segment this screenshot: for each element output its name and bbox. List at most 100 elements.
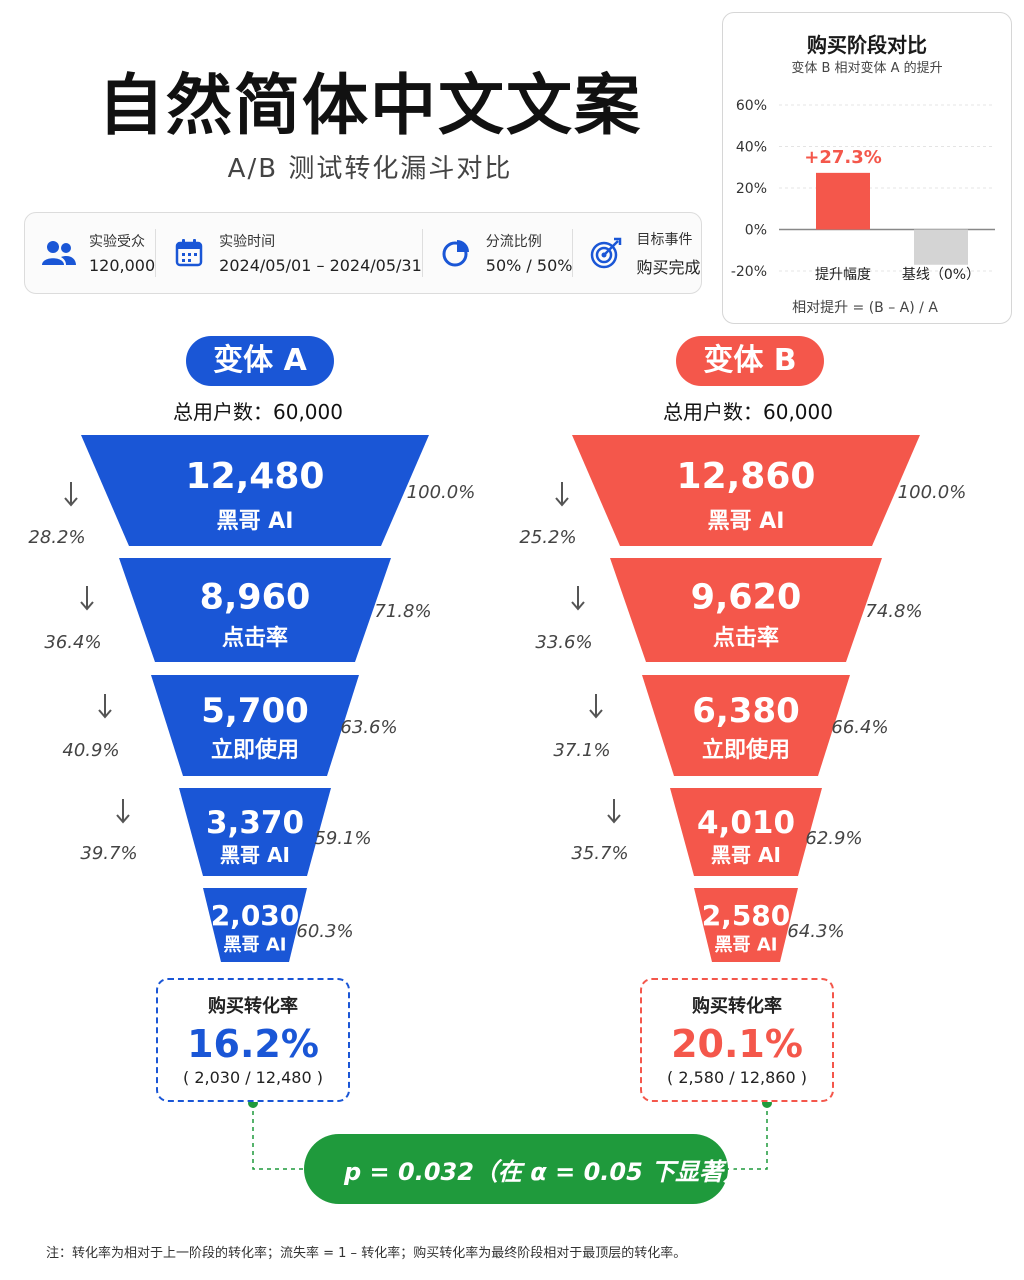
- significance-badge: p = 0.032（在 α = 0.05 下显著）: [304, 1134, 747, 1204]
- lift-chart-title: 购买阶段对比: [807, 33, 927, 57]
- stage-drop-rate: 37.1%: [553, 740, 610, 761]
- stage-label: 立即使用: [702, 737, 790, 763]
- users-icon: [39, 233, 79, 273]
- variant-a-conversion-box: 购买转化率 16.2% ( 2,030 / 12,480 ): [156, 978, 350, 1102]
- funnel-stage: [670, 788, 822, 876]
- x-tick-label: 基线（0%）: [902, 266, 980, 283]
- info-period: 实验时间 2024/05/01 – 2024/05/31: [155, 213, 422, 293]
- calendar-icon: [169, 233, 209, 273]
- down-arrow-icon: [589, 694, 603, 719]
- funnel-stage: [203, 888, 307, 962]
- footnote: 注：转化率为相对于上一阶段的转化率；流失率 = 1 – 转化率；购买转化率为最终…: [46, 1246, 687, 1261]
- info-split: 分流比例 50% / 50%: [421, 213, 573, 293]
- lift-bar: [816, 172, 870, 230]
- stage-value: 2,580: [702, 899, 791, 932]
- stage-label: 立即使用: [211, 737, 299, 763]
- info-label: 目标事件: [636, 231, 693, 248]
- stage-drop-rate: 28.2%: [28, 527, 85, 548]
- stage-step-rate: 63.6%: [340, 717, 397, 738]
- y-tick-label: 0%: [745, 223, 767, 239]
- info-value: 购买完成: [636, 257, 701, 277]
- funnel-stage: [179, 788, 331, 876]
- connector-a: [252, 1103, 304, 1170]
- stage-value: 2,030: [211, 899, 300, 932]
- connector-b: [728, 1103, 768, 1170]
- down-arrow-icon: [80, 586, 94, 611]
- info-audience: 实验受众 120,000: [25, 213, 155, 293]
- stage-value: 5,700: [201, 691, 309, 731]
- funnel-stage: [81, 435, 429, 546]
- page-subtitle: A/B 测试转化漏斗对比: [227, 154, 513, 184]
- conversion-detail: ( 2,030 / 12,480 ): [182, 1068, 323, 1087]
- down-arrow-icon: [116, 799, 130, 824]
- info-value: 2024/05/01 – 2024/05/31: [219, 256, 422, 275]
- stage-value: 9,620: [691, 578, 802, 618]
- funnel-stage: [642, 675, 850, 776]
- stage-value: 12,860: [677, 456, 816, 497]
- stage-drop-rate: 40.9%: [62, 740, 119, 761]
- stage-label: 黑哥 AI: [711, 843, 781, 867]
- pie-chart-icon: [436, 233, 476, 273]
- lift-chart-subtitle: 变体 B 相对变体 A 的提升: [791, 61, 943, 76]
- funnel-stage: [694, 888, 798, 962]
- stage-label: 黑哥 AI: [224, 934, 287, 955]
- stage-drop-rate: 36.4%: [44, 632, 101, 653]
- stage-step-rate: 74.8%: [865, 601, 922, 622]
- stage-step-rate: 71.8%: [374, 601, 431, 622]
- conversion-rate: 20.1%: [671, 1022, 803, 1066]
- stage-label: 点击率: [222, 625, 288, 651]
- y-tick-label: 60%: [736, 98, 767, 114]
- experiment-info-bar: 实验受众 120,000 实验时间 2024/05/01 – 2024/05/3…: [24, 212, 702, 294]
- stage-value: 3,370: [206, 805, 304, 841]
- funnel-stage: [151, 675, 359, 776]
- info-value: 120,000: [89, 256, 156, 275]
- info-value: 50% / 50%: [485, 256, 573, 275]
- lift-chart: 60% 40% 20% 0% -20% +27.3% 提升幅度 基线（0%） 相对提升 = (B…: [731, 98, 995, 316]
- stage-step-rate: 100.0%: [898, 482, 967, 503]
- stage-value: 4,010: [697, 805, 795, 841]
- stage-drop-rate: 25.2%: [519, 527, 576, 548]
- stage-step-rate: 62.9%: [805, 828, 862, 849]
- down-arrow-icon: [571, 586, 585, 611]
- lift-chart-card: 购买阶段对比 变体 B 相对变体 A 的提升 60% 40% 20% 0% -20% +2…: [722, 12, 1012, 324]
- page-title: 自然简体中文文案: [98, 67, 642, 144]
- stage-value: 8,960: [200, 578, 311, 618]
- stage-step-rate: 59.1%: [314, 828, 371, 849]
- stage-value: 12,480: [186, 456, 325, 497]
- stage-label: 黑哥 AI: [217, 509, 294, 534]
- variant-b-conversion-box: 购买转化率 20.1% ( 2,580 / 12,860 ): [640, 978, 834, 1102]
- stage-value: 6,380: [692, 691, 800, 731]
- funnel-stage: [572, 435, 920, 546]
- y-tick-label: 40%: [736, 140, 767, 156]
- stage-label: 黑哥 AI: [220, 843, 290, 867]
- stage-drop-rate: 35.7%: [571, 843, 628, 864]
- variant-b-total-users: 总用户数：60,000: [663, 400, 833, 424]
- stage-step-rate: 64.3%: [787, 921, 844, 942]
- info-label: 分流比例: [485, 234, 542, 250]
- stage-step-rate: 66.4%: [831, 717, 888, 738]
- conversion-detail: ( 2,580 / 12,860 ): [666, 1068, 807, 1087]
- target-icon: [586, 233, 626, 273]
- down-arrow-icon: [64, 482, 78, 507]
- variant-a-badge: 变体 A: [186, 336, 334, 386]
- variant-a-total-users: 总用户数：60,000: [173, 400, 343, 424]
- stage-step-rate: 60.3%: [296, 921, 353, 942]
- funnel-stage: [119, 558, 391, 662]
- x-axis-label: 相对提升 = (B – A) / A: [792, 300, 938, 316]
- bar-value-label: +27.3%: [804, 147, 882, 168]
- funnel-stage: [610, 558, 882, 662]
- conversion-label: 购买转化率: [692, 996, 782, 1017]
- significance-text: p = 0.032（在 α = 0.05 下显著）: [344, 1157, 748, 1186]
- stage-step-rate: 100.0%: [407, 482, 476, 503]
- stage-drop-rate: 33.6%: [535, 632, 592, 653]
- info-label: 实验受众: [89, 234, 145, 250]
- stage-label: 黑哥 AI: [715, 934, 778, 955]
- y-tick-label: -20%: [731, 264, 767, 280]
- y-tick-label: 20%: [736, 181, 767, 197]
- stage-label: 点击率: [713, 625, 779, 651]
- lift-bar: [914, 229, 968, 265]
- x-tick-label: 提升幅度: [815, 267, 871, 283]
- conversion-label: 购买转化率: [208, 996, 298, 1017]
- down-arrow-icon: [98, 694, 112, 719]
